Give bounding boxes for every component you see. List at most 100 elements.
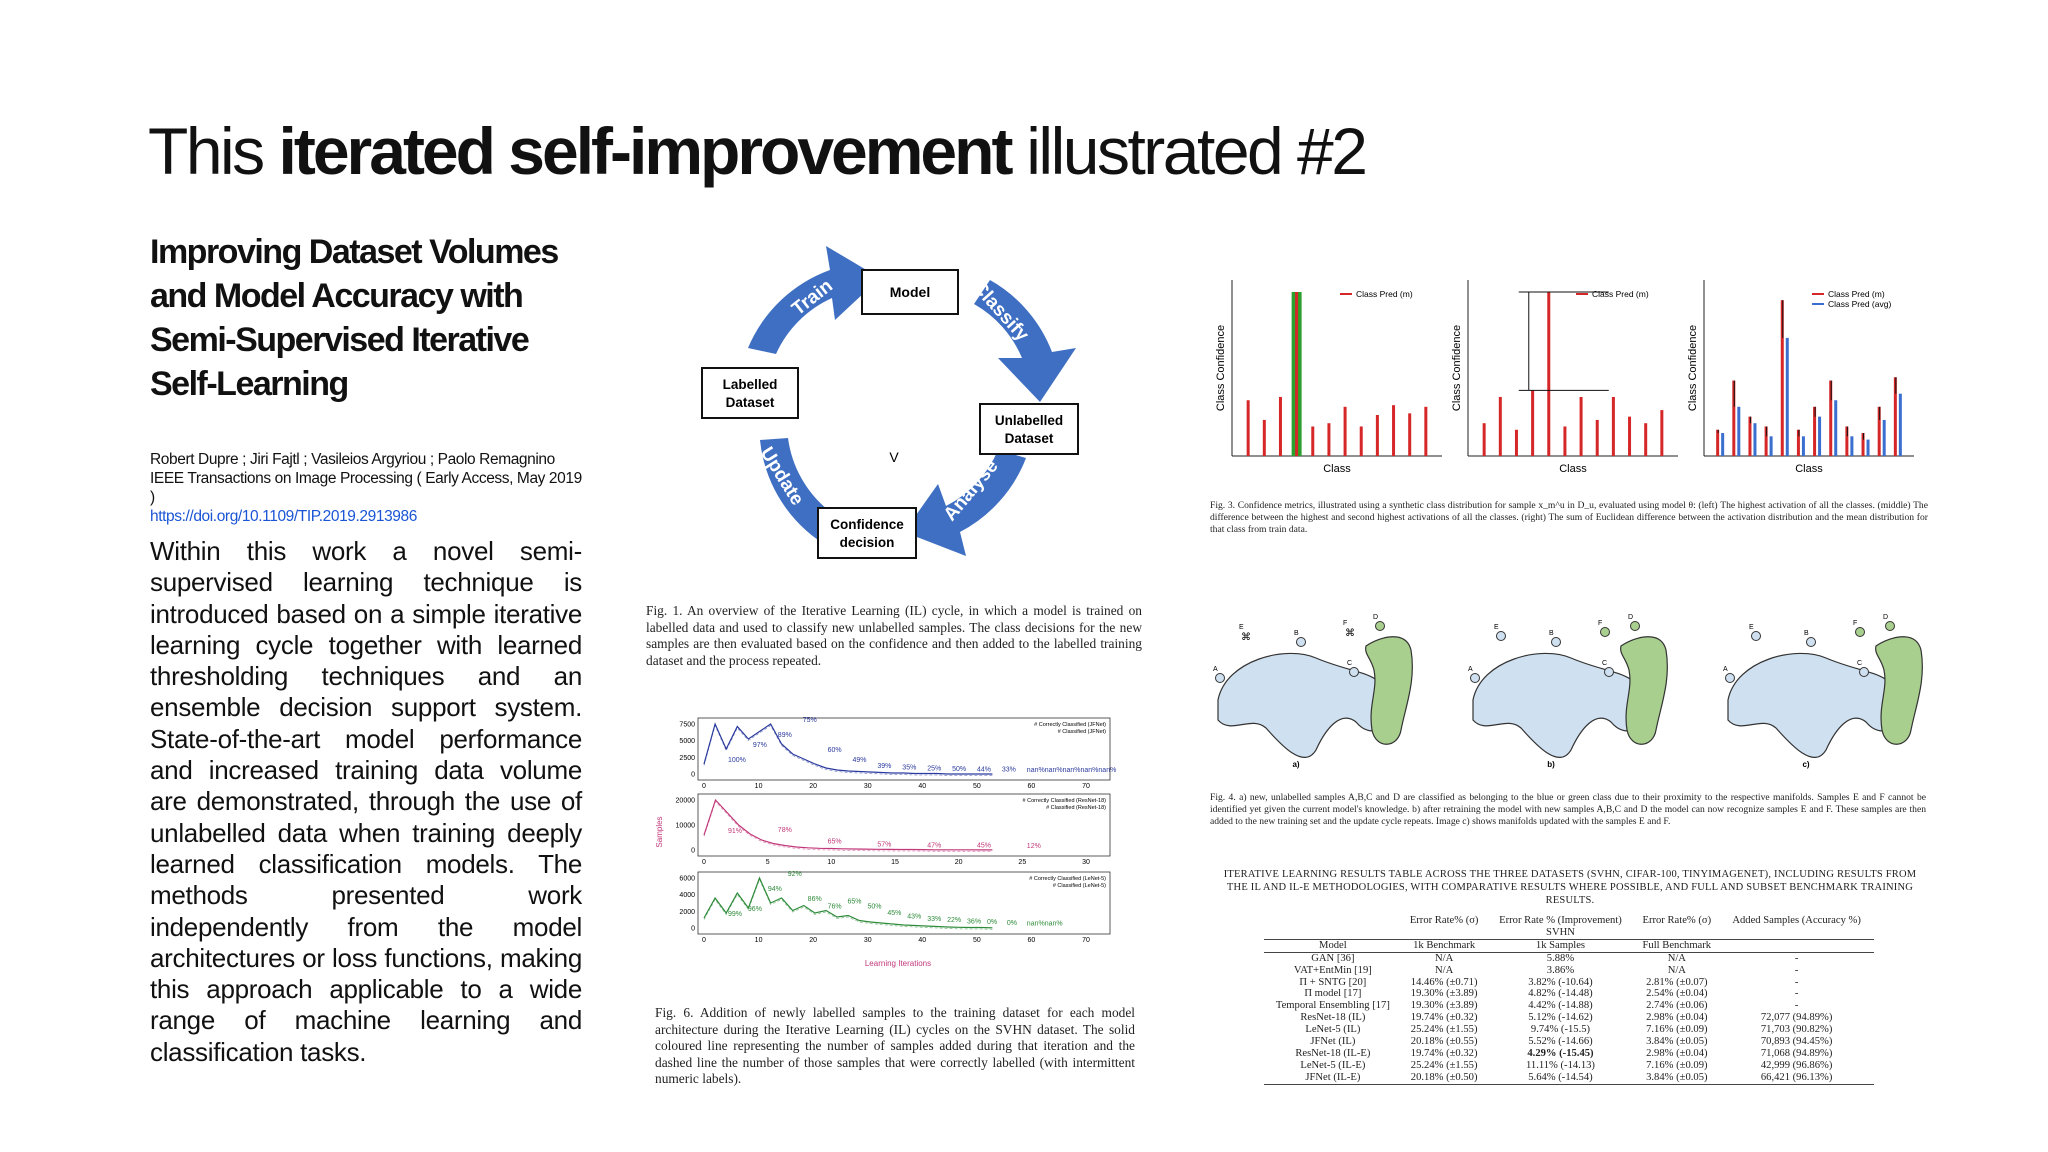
model-cell: LeNet-5 (IL) (1305, 1024, 1361, 1036)
data-label: 100% (728, 757, 746, 764)
value-cell: 25.24% (±1.55) (1410, 1024, 1478, 1036)
data-label: 33% (1002, 767, 1016, 774)
value-cell: 3.84% (±0.05) (1646, 1036, 1708, 1048)
value-cell: 11.11% (-14.13) (1526, 1059, 1595, 1071)
value-cell: 14.46% (±0.71) (1410, 976, 1478, 988)
x-tick-label: 70 (1082, 783, 1090, 790)
data-label: 97% (753, 742, 767, 749)
y-tick-label: 7500 (679, 722, 695, 729)
table-row: Temporal Ensembling [17] 19.30% (±3.89) 4.… (1264, 1000, 1874, 1012)
data-label: 45% (977, 843, 991, 850)
value-cell: 2.98% (±0.04) (1646, 1047, 1708, 1059)
sample-label: D (1628, 614, 1633, 621)
sample-point (1215, 673, 1225, 683)
pred-bar (1845, 426, 1849, 456)
pred-bar (1716, 429, 1720, 456)
x-tick-label: 0 (702, 859, 706, 866)
group-header: Error Rate% (σ) (1409, 915, 1479, 926)
x-tick-label: 0 (702, 937, 706, 944)
value-cell: N/A (1667, 964, 1686, 976)
pred-bar (1595, 419, 1599, 456)
x-tick-label: 50 (973, 783, 981, 790)
y-tick-label: 2500 (679, 755, 695, 762)
fig4-panel: A B C D E Fb) (1468, 614, 1668, 769)
classified-line (703, 876, 993, 929)
data-label: 0% (1007, 920, 1017, 927)
legend-entry: # Classified (LeNet-5) (1053, 883, 1106, 889)
unknown-sample-mark: ⌘ (1345, 628, 1355, 639)
fig6-panel: 6000 4000 2000 00 10 20 30 40 50 60 70 99% 96% 94% 92%… (679, 871, 1111, 944)
value-cell: - (1794, 976, 1799, 988)
sample-point (1885, 621, 1895, 631)
title-prefix: This (148, 114, 279, 188)
group-header: Error Rate% (σ) (1642, 915, 1712, 926)
sample-point (1751, 631, 1761, 641)
table-row: LeNet-5 (IL-E) 25.24% (±1.55) 11.11% (-14.… (1264, 1060, 1874, 1072)
data-label: 57% (877, 842, 891, 849)
analyse-arrow (904, 450, 1026, 556)
sample-label: F (1598, 620, 1602, 627)
x-axis-label: Learning Iterations (865, 959, 931, 968)
model-cell: Π model [17] (1304, 988, 1362, 1000)
data-label: 65% (848, 899, 862, 906)
pred-bar (1732, 380, 1736, 456)
pred-bar (1563, 426, 1567, 456)
x-tick-label: 70 (1082, 937, 1090, 944)
table-row: LeNet-5 (IL) 25.24% (±1.55) 9.74% (-15.5) 7… (1264, 1024, 1874, 1036)
x-axis-label: Class (1795, 463, 1823, 475)
value-cell: 4.82% (-14.48) (1528, 988, 1593, 1000)
x-tick-label: 20 (809, 783, 817, 790)
value-cell: 71,703 (90.82%) (1760, 1024, 1833, 1036)
value-cell: - (1794, 1000, 1799, 1012)
value-cell: 5.64% (-14.54) (1528, 1071, 1593, 1083)
unlabelled-dataset-box: Unlabelled Dataset (979, 403, 1079, 455)
x-tick-label: 20 (809, 937, 817, 944)
data-label: nan%nan% (1027, 920, 1063, 927)
pred-bar (1893, 377, 1897, 456)
x-tick-label: 30 (864, 937, 872, 944)
sample-label: C (1602, 660, 1607, 667)
pred-bar (1628, 416, 1632, 456)
model-cell: JFNet (IL-E) (1305, 1071, 1361, 1083)
classified-line (703, 722, 993, 775)
unlabelled-line1: Unlabelled (995, 413, 1063, 428)
sample-point (1806, 637, 1816, 647)
pred-bar (1246, 400, 1250, 456)
sample-label: F (1853, 620, 1857, 627)
model-cell: JFNet (IL) (1310, 1036, 1356, 1048)
data-label: 86% (808, 896, 822, 903)
sample-label: B (1549, 630, 1554, 637)
y-tick-label: 20000 (676, 798, 696, 805)
fig4-caption: Fig. 4. a) new, unlabelled samples A,B,C… (1210, 792, 1926, 827)
labelled-dataset-box: Labelled Dataset (701, 367, 799, 419)
legend-label: Class Pred (m) (1828, 289, 1885, 299)
avg-bar (1882, 419, 1886, 456)
value-cell: 19.30% (±3.89) (1410, 988, 1478, 1000)
value-cell: N/A (1435, 952, 1454, 964)
pred-bar (1644, 423, 1648, 456)
value-cell: 5.12% (-14.62) (1528, 1012, 1593, 1024)
legend-label: Class Pred (m) (1592, 289, 1649, 299)
model-cell: LeNet-5 (IL-E) (1300, 1059, 1366, 1071)
pred-bar (1579, 396, 1583, 456)
blue-manifold (1727, 652, 1900, 758)
plot-frame (697, 717, 1111, 781)
data-label: 35% (902, 765, 916, 772)
paper-doi-link[interactable]: https://doi.org/10.1109/TIP.2019.2913986 (150, 508, 417, 525)
sample-label: A (1723, 666, 1728, 673)
sample-label: E (1749, 624, 1754, 631)
value-cell: 42,999 (96.86%) (1760, 1059, 1833, 1071)
y-tick-label: 10000 (676, 823, 696, 830)
confidence-line2: decision (840, 535, 895, 550)
data-label: 0% (987, 919, 997, 926)
data-label: 96% (748, 906, 762, 913)
pred-bar (1295, 292, 1299, 456)
labelled-line1: Labelled (723, 377, 778, 392)
labelled-line2: Dataset (726, 395, 775, 410)
sample-point (1604, 667, 1614, 677)
subheader: Full Benchmark (1642, 939, 1712, 951)
value-cell: 20.18% (±0.55) (1410, 1036, 1478, 1048)
avg-bar (1866, 439, 1870, 456)
